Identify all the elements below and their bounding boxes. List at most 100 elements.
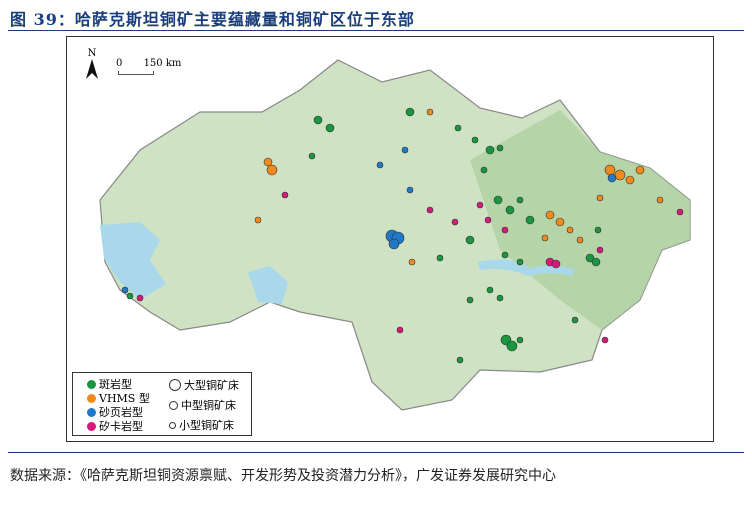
copper-deposit-marker [576,236,584,244]
copper-deposit-marker [396,326,404,334]
copper-deposit-marker [501,226,509,234]
copper-deposit-marker [516,258,524,266]
copper-deposit-marker [136,294,144,302]
copper-deposit-marker [408,258,416,266]
copper-deposit-marker [480,166,488,174]
copper-deposit-marker [614,169,626,181]
scale-bar: 0 150 km [116,58,181,75]
legend-label: 中型铜矿床 [181,399,236,412]
scale-distance: 150 km [143,58,182,69]
copper-deposit-marker [501,251,509,259]
copper-deposit-marker [555,217,565,227]
legend-item-type: 斑岩型 [87,376,132,392]
source-note: 数据来源：《哈萨克斯坦铜资源禀赋、开发形势及投资潜力分析》，广发证券发展研究中心 [10,468,556,484]
copper-deposit-marker [466,296,474,304]
legend-item-type: 矽卡岩型 [87,418,143,434]
copper-deposit-marker [454,124,462,132]
scale-line [118,71,154,75]
copper-deposit-marker [308,152,316,160]
size-ring-icon [169,421,176,429]
legend-swatch [87,379,96,389]
copper-deposit-marker [676,208,684,216]
copper-deposit-marker [266,164,278,176]
copper-deposit-marker [604,164,616,176]
legend-label: 大型铜矿床 [184,379,239,392]
copper-deposit-marker [388,238,400,250]
title-rule [8,30,744,31]
legend-swatch [87,421,96,431]
legend-item-size: 中型铜矿床 [169,397,236,413]
aral-sea [248,266,288,304]
legend-label: 小型铜矿床 [179,419,234,432]
north-label: N [87,48,97,59]
copper-deposit-marker [496,294,504,302]
north-arrow: N [86,48,98,82]
copper-deposit-marker [516,336,524,344]
lake-balkhash [478,259,575,276]
copper-deposit-marker [485,145,495,155]
copper-deposit-marker [541,234,549,242]
copper-deposit-marker [451,218,459,226]
caspian-sea [100,222,166,300]
copper-deposit-marker [585,253,595,263]
legend-swatch [87,393,96,403]
copper-deposit-marker [263,157,273,167]
copper-deposit-marker [607,173,617,183]
copper-deposit-marker [376,161,384,169]
copper-deposit-marker [126,292,134,300]
copper-deposit-marker [596,246,604,254]
copper-deposit-marker [601,336,609,344]
legend-item-type: VHMS 型 [87,390,150,406]
figure-title: 图 39：哈萨克斯坦铜矿主要蕴藏量和铜矿区位于东部 [10,10,415,29]
legend-label: 斑岩型 [99,378,132,391]
north-arrow-icon [86,59,98,79]
copper-deposit-marker [635,165,645,175]
copper-deposit-marker [551,259,561,269]
size-ring-icon [169,379,181,391]
copper-deposit-marker [625,175,635,185]
copper-deposit-marker [436,254,444,262]
legend-label: VHMS 型 [99,392,150,405]
copper-deposit-marker [484,216,492,224]
copper-deposit-marker [456,356,464,364]
copper-deposit-marker [121,286,129,294]
copper-deposit-marker [426,206,434,214]
legend-item-size: 大型铜矿床 [169,377,239,393]
copper-deposit-marker [426,108,434,116]
size-ring-icon [169,400,178,410]
legend-swatch [87,407,96,417]
scale-zero: 0 [116,58,123,69]
copper-deposit-marker [401,146,409,154]
copper-deposit-marker [313,115,323,125]
copper-deposit-marker [516,196,524,204]
copper-deposit-marker [594,226,602,234]
copper-deposit-marker [406,186,414,194]
legend-label: 矽卡岩型 [99,420,143,433]
copper-deposit-marker [493,195,503,205]
legend-item-size: 小型铜矿床 [169,417,234,433]
copper-deposit-marker [281,191,289,199]
copper-deposit-marker [591,257,601,267]
copper-deposit-marker [525,215,535,225]
copper-deposit-marker [496,144,504,152]
copper-deposit-marker [506,340,518,352]
copper-deposit-marker [465,235,475,245]
legend-label: 砂页岩型 [99,406,143,419]
copper-deposit-marker [486,286,494,294]
copper-deposit-marker [656,196,664,204]
copper-deposit-marker [476,201,484,209]
copper-deposit-marker [471,136,479,144]
legend-item-type: 砂页岩型 [87,404,143,420]
copper-deposit-marker [505,205,515,215]
copper-deposit-marker [596,194,604,202]
copper-deposit-marker [545,210,555,220]
copper-deposit-marker [405,107,415,117]
source-rule [8,452,744,453]
copper-deposit-marker [325,123,335,133]
eastern-uplands [470,110,690,330]
copper-deposit-marker [571,316,579,324]
copper-deposit-marker [254,216,262,224]
map-legend: 斑岩型 VHMS 型砂页岩型 矽卡岩型 大型铜矿床中型铜矿床小型铜矿床 [72,372,252,436]
copper-deposit-marker [566,226,574,234]
